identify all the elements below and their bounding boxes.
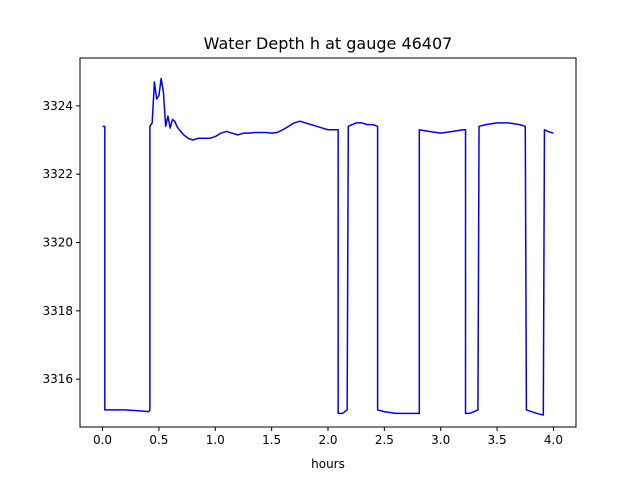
- y-tick-label: 3316: [42, 372, 73, 386]
- x-tick-label: 4.0: [544, 433, 563, 447]
- x-tick-label: 0.5: [149, 433, 168, 447]
- x-tick-label: 1.5: [262, 433, 281, 447]
- x-tick-label: 2.0: [318, 433, 337, 447]
- chart-title: Water Depth h at gauge 46407: [204, 34, 453, 53]
- y-tick-label: 3318: [42, 304, 73, 318]
- x-tick-label: 0.0: [93, 433, 112, 447]
- x-tick-label: 2.5: [375, 433, 394, 447]
- y-tick-label: 3322: [42, 167, 73, 181]
- plot-area: 0.0 0.5 1.0 1.5 2.0 2.5 3.0 3.5 4.0 3316 3318 3320 3…: [42, 57, 577, 447]
- series-line-0: [102, 77, 554, 416]
- x-tick-label: 3.0: [431, 433, 450, 447]
- x-tick-label: 3.5: [488, 433, 507, 447]
- y-tick-label: 3320: [42, 236, 73, 250]
- x-tick-label: 1.0: [206, 433, 225, 447]
- y-tick-label: 3324: [42, 99, 73, 113]
- x-axis-label: hours: [311, 457, 345, 471]
